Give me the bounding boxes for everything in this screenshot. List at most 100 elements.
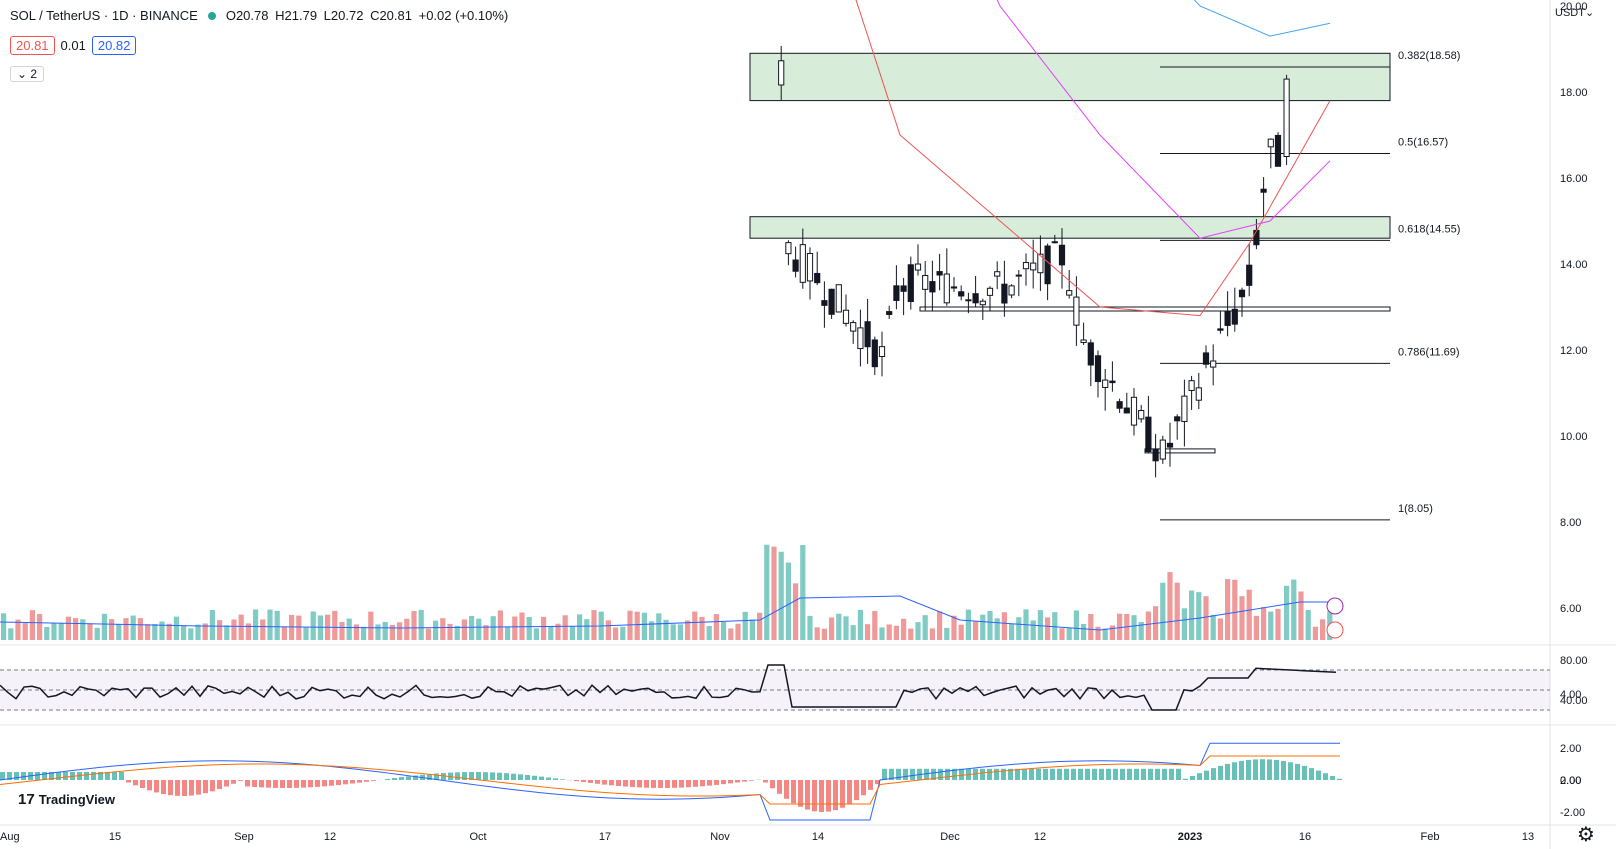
candle-body: [1246, 264, 1253, 286]
volume-bar: [677, 624, 683, 640]
volume-bar: [361, 626, 367, 640]
volume-bar: [685, 620, 691, 640]
volume-bar: [1189, 590, 1195, 640]
macd-histogram-bar: [1211, 768, 1216, 780]
volume-bar: [339, 621, 345, 640]
macd-histogram-bar: [1330, 775, 1335, 780]
macd-histogram-bar: [119, 772, 124, 780]
macd-histogram-bar: [539, 776, 544, 780]
volume-bar: [1045, 617, 1051, 640]
price-tick-label: 12.00: [1560, 345, 1588, 357]
volume-bar: [317, 615, 323, 640]
x-tick-label: Dec: [940, 831, 960, 843]
indicators-collapse-button[interactable]: ⌄ 2: [10, 66, 45, 82]
macd-histogram-bar: [819, 780, 824, 812]
macd-histogram-bar: [1274, 759, 1279, 780]
volume-bar: [865, 624, 871, 640]
volume-bar: [1138, 621, 1144, 640]
volume-bar: [634, 611, 640, 640]
macd-histogram-bar: [1043, 768, 1048, 780]
macd-histogram-bar: [889, 768, 894, 780]
volume-bar: [353, 624, 359, 640]
price-tick-label: 2.00: [1560, 775, 1581, 787]
macd-histogram-bar: [847, 780, 852, 805]
volume-bar: [1131, 615, 1137, 640]
ema-purple-line: [996, 0, 1331, 239]
volume-bar: [1298, 591, 1304, 640]
brand-label: TradingView: [38, 792, 116, 807]
ask-button[interactable]: 20.82: [91, 36, 137, 55]
symbol-title[interactable]: SOL / TetherUS · 1D · BINANCE: [10, 8, 198, 23]
volume-bar: [1239, 596, 1245, 640]
volume-bar: [1253, 615, 1259, 640]
volume-bar: [1052, 612, 1058, 640]
volume-bar: [483, 625, 489, 640]
macd-tick-label: -2.00: [1560, 807, 1585, 819]
volume-bar: [22, 623, 28, 640]
volume-bar: [577, 614, 583, 640]
macd-histogram-bar: [287, 780, 292, 788]
volume-bar: [1174, 582, 1180, 640]
volume-bar: [1095, 626, 1101, 640]
candle-body: [806, 253, 814, 282]
volume-bar: [152, 623, 158, 640]
x-tick-label: 14: [812, 831, 824, 843]
macd-histogram-bar: [903, 768, 908, 780]
macd-histogram-bar: [98, 772, 103, 780]
volume-bar: [116, 624, 122, 640]
macd-histogram-bar: [623, 780, 628, 787]
candle-body: [1116, 401, 1123, 409]
volume-bar: [1261, 607, 1267, 640]
macd-histogram-bar: [735, 780, 740, 783]
macd-histogram-bar: [1113, 768, 1118, 780]
volume-bar: [699, 616, 705, 640]
macd-histogram-bar: [1295, 763, 1300, 780]
volume-bar: [562, 615, 568, 640]
volume-bar: [37, 613, 43, 640]
volume-bar: [1320, 619, 1326, 640]
gear-icon[interactable]: ⚙: [1577, 824, 1595, 846]
volume-bar: [29, 610, 35, 640]
candle-body: [1051, 241, 1058, 244]
volume-bar: [641, 612, 647, 640]
x-tick-label: 2023: [1178, 831, 1202, 843]
macd-histogram-bar: [91, 772, 96, 780]
macd-histogram-bar: [1057, 768, 1062, 780]
fib-level-label: 1(8.05): [1398, 503, 1433, 515]
x-tick-label: Sep: [234, 831, 254, 843]
volume-bar: [850, 625, 856, 640]
macd-histogram-bar: [938, 768, 943, 780]
macd-histogram-bar: [1323, 773, 1328, 780]
macd-histogram-bar: [1246, 759, 1251, 780]
macd-histogram-bar: [833, 780, 838, 811]
macd-histogram-bar: [700, 780, 705, 787]
tradingview-logo[interactable]: 17 TradingView: [12, 789, 122, 810]
candle-body: [907, 264, 914, 302]
candle-body: [950, 286, 958, 289]
macd-histogram-bar: [1050, 768, 1055, 780]
macd-histogram-bar: [1064, 768, 1069, 780]
volume-bar: [231, 619, 237, 640]
volume-bar: [461, 619, 467, 640]
volume-bar: [1009, 623, 1015, 640]
candle-body: [922, 274, 929, 290]
macd-histogram-bar: [182, 780, 187, 796]
candle-body: [799, 244, 806, 283]
candle-body: [1008, 285, 1015, 296]
volume-bar: [886, 624, 892, 640]
currency-selector[interactable]: USDT⌄: [1555, 6, 1594, 19]
candle-body: [842, 309, 850, 324]
volume-bar: [447, 623, 453, 640]
macd-histogram-bar: [1197, 773, 1202, 780]
macd-histogram-bar: [168, 780, 173, 796]
volume-bar: [1102, 628, 1108, 640]
macd-histogram-bar: [1337, 778, 1342, 780]
bid-button[interactable]: 20.81: [10, 36, 55, 55]
volume-bar: [490, 616, 496, 640]
volume-bar: [51, 622, 57, 640]
volume-bar: [555, 623, 561, 640]
macd-histogram-bar: [476, 772, 481, 780]
macd-histogram-bar: [294, 780, 299, 788]
volume-bar: [973, 621, 979, 640]
